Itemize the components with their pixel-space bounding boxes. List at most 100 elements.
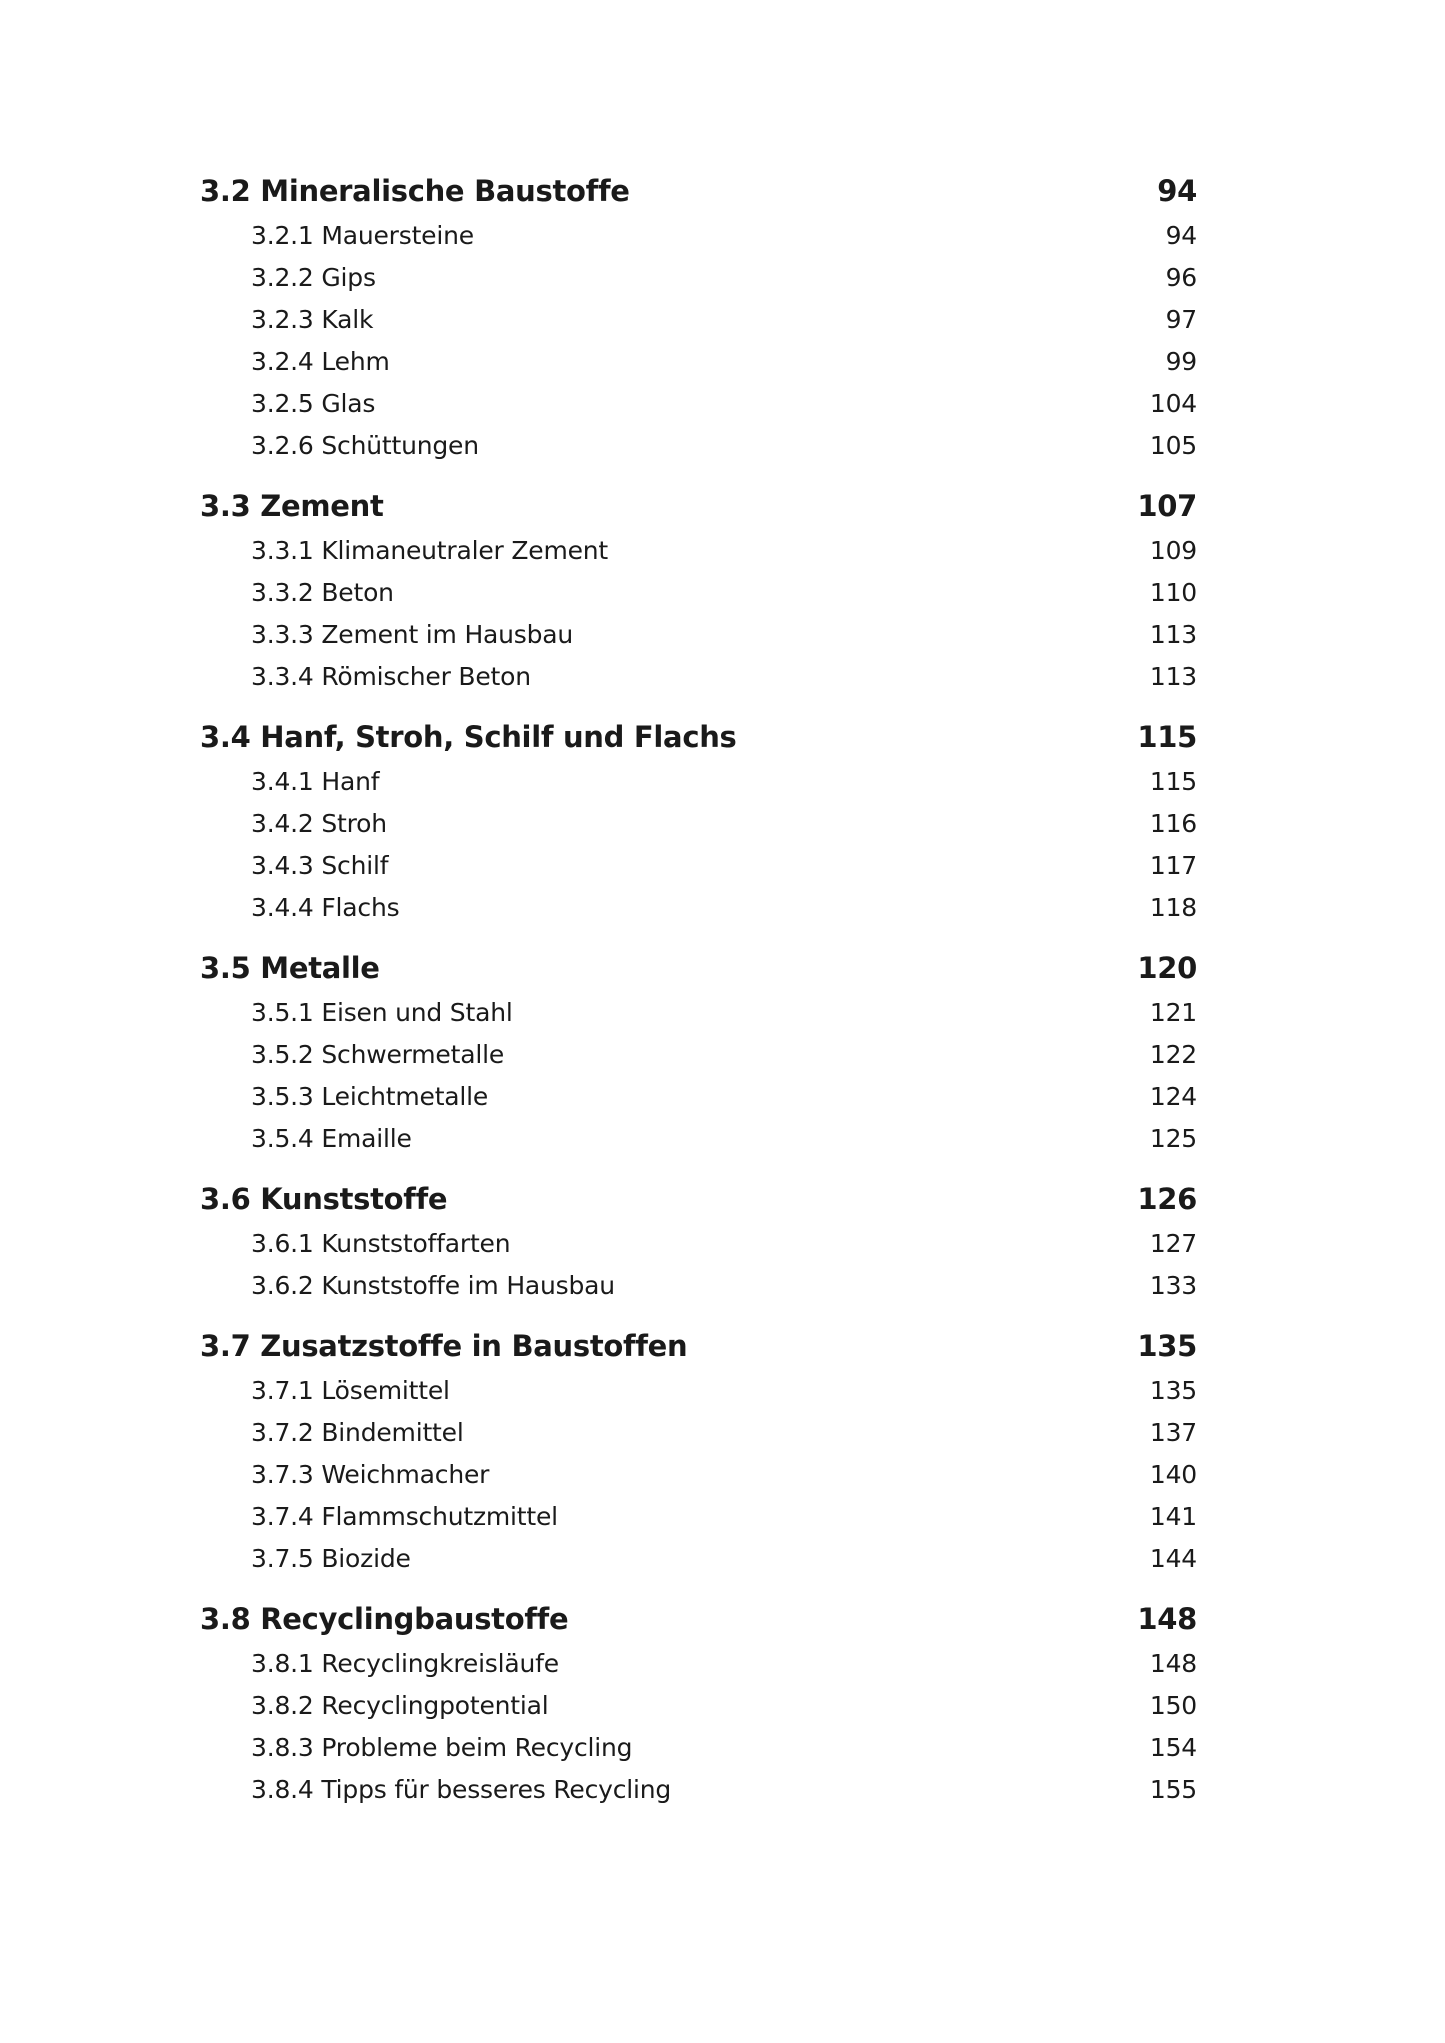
entry-page: 96 <box>1165 262 1198 292</box>
toc-entry[interactable]: 3.7.3 Weichmacher 140 <box>200 1453 1197 1495</box>
entry-title: 3.7.5 Biozide <box>251 1543 411 1573</box>
toc-entry[interactable]: 3.3.4 Römischer Beton 113 <box>200 655 1197 697</box>
toc-section-heading[interactable]: 3.3 Zement 107 <box>200 482 1197 529</box>
toc-entry[interactable]: 3.8.1 Recyclingkreisläufe 148 <box>200 1642 1197 1684</box>
entry-title: 3.2.6 Schüttungen <box>251 430 479 460</box>
section-title: 3.5 Metalle <box>200 950 380 985</box>
entry-title: 3.6.1 Kunststoffarten <box>251 1228 511 1258</box>
toc-entry[interactable]: 3.2.5 Glas 104 <box>200 382 1197 424</box>
toc-entry[interactable]: 3.6.1 Kunststoffarten 127 <box>200 1222 1197 1264</box>
toc-entry[interactable]: 3.6.2 Kunststoffe im Hausbau 133 <box>200 1264 1197 1306</box>
toc-section-heading[interactable]: 3.2 Mineralische Baustoffe 94 <box>200 167 1197 214</box>
toc-section: 3.2 Mineralische Baustoffe 94 3.2.1 Maue… <box>200 167 1197 466</box>
entry-page: 155 <box>1149 1774 1197 1804</box>
section-page: 148 <box>1137 1601 1197 1636</box>
toc-entry[interactable]: 3.4.1 Hanf 115 <box>200 760 1197 802</box>
entry-title: 3.2.2 Gips <box>251 262 376 292</box>
toc-entry[interactable]: 3.5.4 Emaille 125 <box>200 1117 1197 1159</box>
section-title: 3.3 Zement <box>200 488 384 523</box>
entry-page: 109 <box>1149 535 1197 565</box>
section-title: 3.4 Hanf, Stroh, Schilf und Flachs <box>200 719 737 754</box>
toc-entry[interactable]: 3.2.4 Lehm 99 <box>200 340 1197 382</box>
toc-entry[interactable]: 3.7.5 Biozide 144 <box>200 1537 1197 1579</box>
toc-entry[interactable]: 3.7.2 Bindemittel 137 <box>200 1411 1197 1453</box>
entry-page: 124 <box>1149 1081 1197 1111</box>
toc-entry[interactable]: 3.8.3 Probleme beim Recycling 154 <box>200 1726 1197 1768</box>
entry-page: 116 <box>1149 808 1197 838</box>
entry-page: 154 <box>1149 1732 1197 1762</box>
entry-title: 3.4.1 Hanf <box>251 766 380 796</box>
toc-entry[interactable]: 3.5.2 Schwermetalle 122 <box>200 1033 1197 1075</box>
entry-page: 113 <box>1149 661 1197 691</box>
entry-page: 122 <box>1149 1039 1197 1069</box>
toc-entry[interactable]: 3.8.4 Tipps für besseres Recycling 155 <box>200 1768 1197 1810</box>
entry-title: 3.5.1 Eisen und Stahl <box>251 997 513 1027</box>
entry-title: 3.8.2 Recyclingpotential <box>251 1690 549 1720</box>
entry-title: 3.6.2 Kunststoffe im Hausbau <box>251 1270 615 1300</box>
entry-page: 148 <box>1149 1648 1197 1678</box>
entry-title: 3.5.4 Emaille <box>251 1123 412 1153</box>
entry-page: 115 <box>1149 766 1197 796</box>
toc-entry[interactable]: 3.2.1 Mauersteine 94 <box>200 214 1197 256</box>
toc-entry[interactable]: 3.5.1 Eisen und Stahl 121 <box>200 991 1197 1033</box>
entry-title: 3.8.1 Recyclingkreisläufe <box>251 1648 559 1678</box>
toc-entry[interactable]: 3.7.1 Lösemittel 135 <box>200 1369 1197 1411</box>
entry-page: 133 <box>1149 1270 1197 1300</box>
entry-title: 3.3.2 Beton <box>251 577 394 607</box>
toc-section-heading[interactable]: 3.8 Recyclingbaustoffe 148 <box>200 1595 1197 1642</box>
entry-title: 3.4.4 Flachs <box>251 892 400 922</box>
section-title: 3.2 Mineralische Baustoffe <box>200 173 630 208</box>
toc-section: 3.4 Hanf, Stroh, Schilf und Flachs 115 3… <box>200 713 1197 928</box>
entry-title: 3.3.1 Klimaneutraler Zement <box>251 535 609 565</box>
toc-section: 3.8 Recyclingbaustoffe 148 3.8.1 Recycli… <box>200 1595 1197 1810</box>
toc-section: 3.3 Zement 107 3.3.1 Klimaneutraler Zeme… <box>200 482 1197 697</box>
toc-entry[interactable]: 3.4.4 Flachs 118 <box>200 886 1197 928</box>
entry-title: 3.5.2 Schwermetalle <box>251 1039 505 1069</box>
entry-page: 135 <box>1149 1375 1197 1405</box>
toc-section: 3.6 Kunststoffe 126 3.6.1 Kunststoffarte… <box>200 1175 1197 1306</box>
entry-title: 3.2.4 Lehm <box>251 346 390 376</box>
toc-section-heading[interactable]: 3.7 Zusatzstoffe in Baustoffen 135 <box>200 1322 1197 1369</box>
toc-entry[interactable]: 3.3.2 Beton 110 <box>200 571 1197 613</box>
entry-title: 3.5.3 Leichtmetalle <box>251 1081 489 1111</box>
toc-section: 3.5 Metalle 120 3.5.1 Eisen und Stahl 12… <box>200 944 1197 1159</box>
toc-entry[interactable]: 3.8.2 Recyclingpotential 150 <box>200 1684 1197 1726</box>
section-page: 120 <box>1137 950 1197 985</box>
entry-page: 118 <box>1149 892 1197 922</box>
entry-page: 121 <box>1149 997 1197 1027</box>
toc-entry[interactable]: 3.7.4 Flammschutzmittel 141 <box>200 1495 1197 1537</box>
toc-section: 3.7 Zusatzstoffe in Baustoffen 135 3.7.1… <box>200 1322 1197 1579</box>
entry-page: 144 <box>1149 1543 1197 1573</box>
toc-entry[interactable]: 3.4.2 Stroh 116 <box>200 802 1197 844</box>
entry-title: 3.8.4 Tipps für besseres Recycling <box>251 1774 672 1804</box>
entry-title: 3.7.2 Bindemittel <box>251 1417 464 1447</box>
toc-section-heading[interactable]: 3.5 Metalle 120 <box>200 944 1197 991</box>
toc-entry[interactable]: 3.3.3 Zement im Hausbau 113 <box>200 613 1197 655</box>
section-page: 126 <box>1137 1181 1197 1216</box>
toc-section-heading[interactable]: 3.4 Hanf, Stroh, Schilf und Flachs 115 <box>200 713 1197 760</box>
toc-entry[interactable]: 3.5.3 Leichtmetalle 124 <box>200 1075 1197 1117</box>
entry-title: 3.7.3 Weichmacher <box>251 1459 490 1489</box>
entry-page: 141 <box>1149 1501 1197 1531</box>
toc-entry[interactable]: 3.3.1 Klimaneutraler Zement 109 <box>200 529 1197 571</box>
toc-entry[interactable]: 3.2.2 Gips 96 <box>200 256 1197 298</box>
entry-page: 137 <box>1149 1417 1197 1447</box>
entry-title: 3.3.4 Römischer Beton <box>251 661 531 691</box>
entry-title: 3.7.4 Flammschutzmittel <box>251 1501 558 1531</box>
toc-entry[interactable]: 3.2.3 Kalk 97 <box>200 298 1197 340</box>
entry-title: 3.3.3 Zement im Hausbau <box>251 619 574 649</box>
entry-page: 99 <box>1165 346 1198 376</box>
entry-page: 105 <box>1149 430 1197 460</box>
entry-page: 97 <box>1165 304 1198 334</box>
section-page: 115 <box>1137 719 1197 754</box>
toc-entry[interactable]: 3.4.3 Schilf 117 <box>200 844 1197 886</box>
section-page: 135 <box>1137 1328 1197 1363</box>
entry-page: 110 <box>1149 577 1197 607</box>
entry-page: 113 <box>1149 619 1197 649</box>
section-page: 107 <box>1137 488 1197 523</box>
entry-title: 3.2.5 Glas <box>251 388 376 418</box>
toc-entry[interactable]: 3.2.6 Schüttungen 105 <box>200 424 1197 466</box>
entry-title: 3.4.2 Stroh <box>251 808 387 838</box>
entry-title: 3.4.3 Schilf <box>251 850 389 880</box>
toc-section-heading[interactable]: 3.6 Kunststoffe 126 <box>200 1175 1197 1222</box>
